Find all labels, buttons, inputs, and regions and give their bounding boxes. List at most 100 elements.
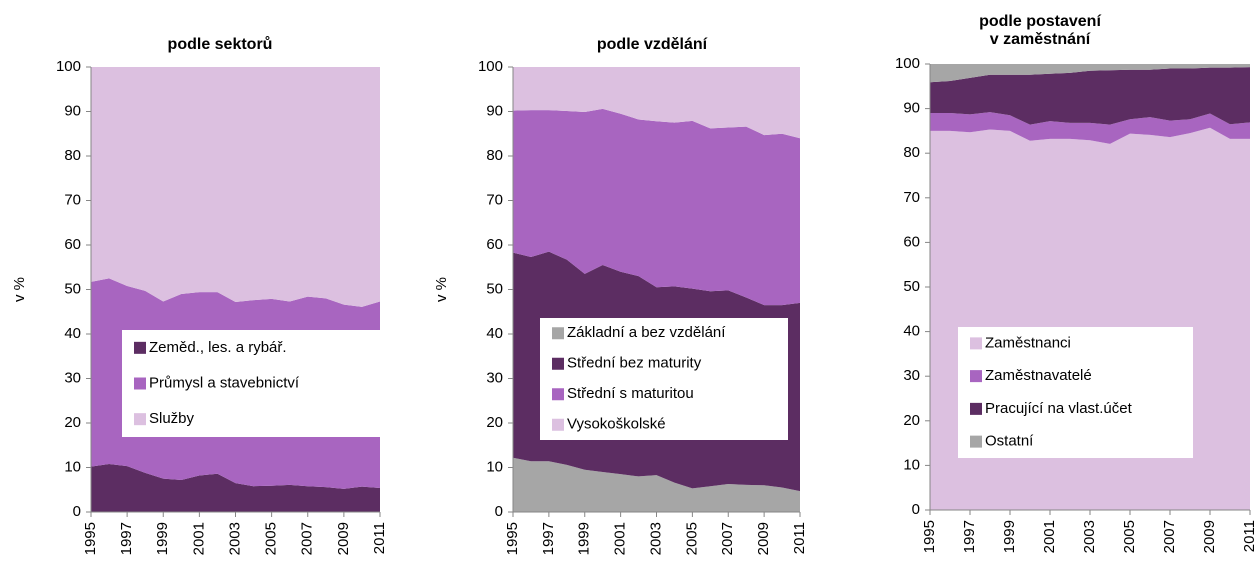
- area: [91, 67, 380, 307]
- y-axis-label: v %: [433, 277, 450, 302]
- x-tick-label: 1997: [961, 520, 978, 553]
- y-tick-label: 30: [64, 369, 81, 386]
- y-tick-label: 100: [56, 58, 81, 75]
- chart-title: v zaměstnání: [990, 31, 1091, 48]
- y-tick-label: 40: [64, 325, 81, 342]
- y-tick-label: 40: [903, 323, 920, 340]
- legend-label: Zaměstnanci: [985, 334, 1071, 351]
- y-tick-label: 0: [495, 503, 503, 520]
- y-tick-label: 100: [478, 58, 503, 75]
- legend: [958, 327, 1193, 458]
- x-tick-label: 2009: [755, 522, 772, 555]
- area: [91, 463, 380, 512]
- legend-swatch: [970, 370, 982, 383]
- y-tick-label: 70: [486, 191, 503, 208]
- y-tick-label: 50: [64, 280, 81, 297]
- legend: [122, 330, 380, 437]
- y-tick-label: 90: [64, 102, 81, 119]
- x-tick-label: 1995: [504, 522, 521, 555]
- y-axis-label: v %: [11, 277, 28, 302]
- legend-label: Zaměstnavatelé: [985, 367, 1092, 384]
- x-tick-label: 2007: [299, 522, 316, 555]
- y-tick-label: 20: [903, 412, 920, 429]
- y-tick-label: 0: [912, 501, 920, 518]
- legend-swatch: [970, 337, 982, 350]
- y-tick-label: 30: [903, 367, 920, 384]
- y-tick-label: 60: [903, 233, 920, 250]
- legend-swatch: [134, 413, 146, 426]
- legend-swatch: [134, 341, 146, 354]
- legend-label: Střední bez maturity: [567, 355, 702, 372]
- legend-swatch: [134, 377, 146, 390]
- x-tick-label: 2011: [791, 522, 808, 554]
- y-tick-label: 100: [895, 55, 920, 72]
- x-tick-label: 2003: [226, 522, 243, 555]
- legend-label: Průmysl a stavebnictví: [149, 374, 300, 391]
- x-tick-label: 2005: [263, 522, 280, 555]
- area: [930, 112, 1250, 144]
- x-tick-label: 2009: [335, 522, 352, 555]
- x-tick-label: 2011: [371, 522, 388, 554]
- x-tick-label: 2007: [719, 522, 736, 555]
- area: [930, 67, 1250, 125]
- y-tick-label: 60: [64, 236, 81, 253]
- legend-swatch: [552, 418, 564, 431]
- y-tick-label: 80: [64, 147, 81, 164]
- legend: [540, 318, 788, 440]
- chart-title: podle vzdělání: [597, 36, 708, 53]
- legend-label: Ostatní: [985, 433, 1034, 450]
- legend-label: Základní a bez vzdělání: [567, 324, 726, 341]
- x-tick-label: 2001: [1041, 520, 1058, 553]
- x-tick-label: 1999: [576, 522, 593, 555]
- legend-swatch: [970, 435, 982, 448]
- y-tick-label: 90: [903, 100, 920, 117]
- legend-label: Zeměd., les. a rybář.: [149, 339, 287, 356]
- y-tick-label: 80: [903, 144, 920, 161]
- y-tick-label: 70: [903, 189, 920, 206]
- x-tick-label: 1995: [921, 520, 938, 553]
- legend-label: Střední s maturitou: [567, 385, 694, 402]
- chart: 0 10 20 30 40 50 60 70 80 90 100 1995 1997 1999 2001 20…: [433, 36, 808, 555]
- legend-swatch: [552, 388, 564, 401]
- x-tick-label: 2007: [1161, 520, 1178, 553]
- x-tick-label: 1995: [82, 522, 99, 555]
- area: [513, 67, 800, 139]
- x-tick-label: 2001: [190, 522, 207, 555]
- chart: 0 10 20 30 40 50 60 70 80 90 100 1995 1997 1999 2001 20…: [11, 36, 388, 555]
- y-tick-label: 30: [486, 369, 503, 386]
- x-tick-label: 2003: [1081, 520, 1098, 553]
- y-tick-label: 20: [486, 414, 503, 431]
- x-tick-label: 2001: [612, 522, 629, 555]
- y-tick-label: 50: [903, 278, 920, 295]
- y-tick-label: 50: [486, 280, 503, 297]
- chart-title: podle sektorů: [168, 36, 273, 53]
- legend-label: Pracující na vlast.účet: [985, 400, 1133, 417]
- y-tick-label: 90: [486, 102, 503, 119]
- x-tick-label: 2011: [1241, 520, 1258, 552]
- x-tick-label: 1997: [118, 522, 135, 555]
- y-tick-label: 10: [486, 458, 503, 475]
- x-tick-label: 2005: [683, 522, 700, 555]
- legend-swatch: [552, 327, 564, 340]
- y-tick-label: 10: [64, 458, 81, 475]
- area: [513, 457, 800, 512]
- y-tick-label: 80: [486, 147, 503, 164]
- legend-label: Vysokoškolské: [567, 416, 666, 433]
- chart-title: podle postavení: [979, 13, 1101, 30]
- y-tick-label: 0: [73, 503, 81, 520]
- chart: 0 10 20 30 40 50 60 70 80 90 100 1995 1997 1999 2001 20…: [895, 13, 1258, 553]
- y-tick-label: 70: [64, 191, 81, 208]
- x-tick-label: 2005: [1121, 520, 1138, 553]
- y-tick-label: 10: [903, 456, 920, 473]
- x-tick-label: 1997: [540, 522, 557, 555]
- y-tick-label: 20: [64, 414, 81, 431]
- x-tick-label: 2003: [647, 522, 664, 555]
- x-tick-label: 1999: [1001, 520, 1018, 553]
- legend-swatch: [970, 402, 982, 415]
- x-tick-label: 2009: [1201, 520, 1218, 553]
- legend-swatch: [552, 357, 564, 370]
- y-tick-label: 40: [486, 325, 503, 342]
- x-tick-label: 1999: [154, 522, 171, 555]
- y-tick-label: 60: [486, 236, 503, 253]
